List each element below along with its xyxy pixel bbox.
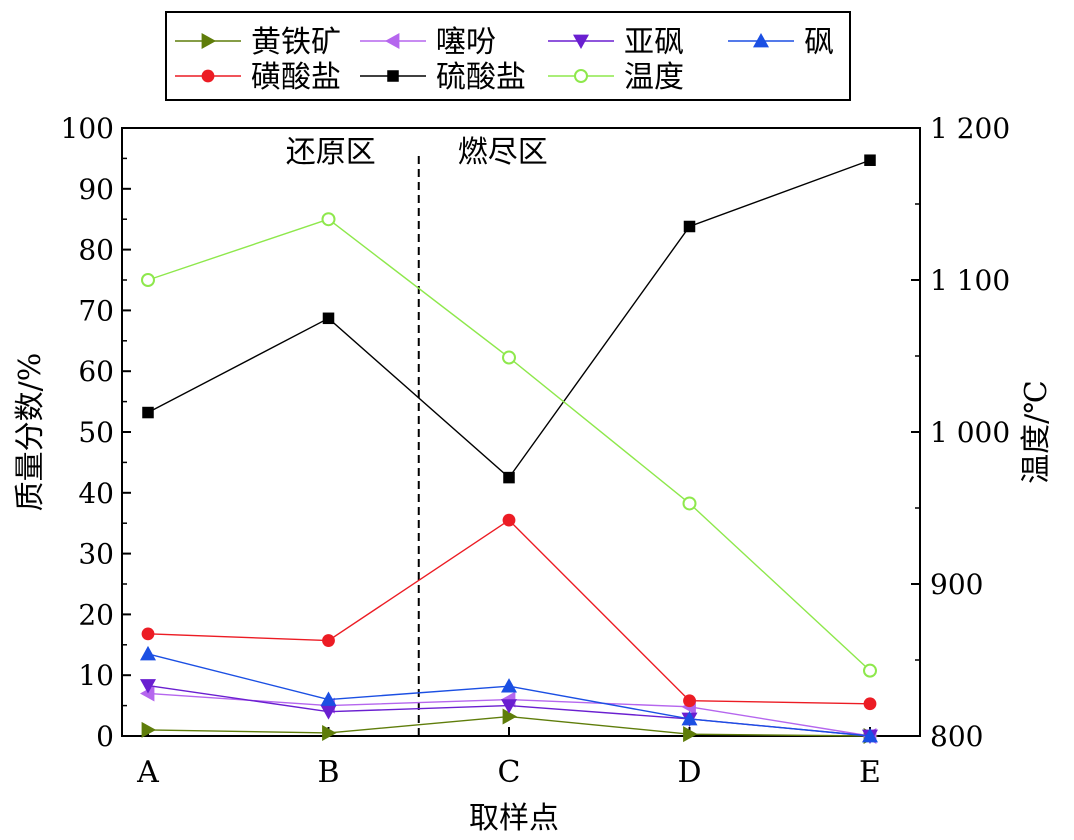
left-y-tick-label: 10 — [78, 659, 114, 692]
right-y-axis: 800 900 1 000 1 100 1 200 — [911, 112, 1010, 753]
right-y-axis-label: 温度/℃ — [1019, 380, 1054, 484]
series-layer — [140, 154, 878, 744]
x-tick-label: A — [136, 755, 159, 790]
series-硫酸盐 — [142, 154, 876, 484]
left-y-axis-label: 质量分数/% — [13, 353, 48, 512]
legend-box — [165, 11, 851, 101]
data-point — [140, 645, 156, 661]
data-point — [683, 726, 698, 743]
right-y-tick-label: 1 100 — [930, 264, 1010, 297]
left-y-tick-label: 50 — [78, 416, 114, 449]
data-point — [503, 471, 515, 484]
left-y-tick-label: 30 — [78, 538, 114, 571]
left-y-tick-label: 100 — [61, 112, 114, 145]
series-温度 — [141, 212, 877, 678]
legend-marker — [385, 33, 400, 49]
left-y-tick-label: 20 — [78, 598, 114, 631]
legend-item: 磺酸盐 — [175, 60, 341, 95]
x-tick-label: C — [498, 755, 521, 790]
legend-label: 黄铁矿 — [251, 25, 341, 60]
plot-area — [121, 127, 921, 737]
data-point — [682, 496, 697, 511]
legend-marker — [201, 33, 216, 49]
region-label-burnout: 燃尽区 — [458, 135, 548, 170]
legend-marker — [753, 33, 769, 48]
left-y-axis: 0 10 20 30 40 50 60 70 80 90 100 — [61, 112, 131, 753]
legend-label: 亚砜 — [624, 25, 684, 60]
data-point — [141, 273, 155, 287]
data-point — [863, 663, 877, 678]
legend-label: 噻吩 — [436, 25, 496, 60]
data-point — [140, 685, 155, 702]
legend-item: 温度 — [548, 60, 684, 95]
legend-item: 噻吩 — [360, 25, 496, 60]
legend-label: 硫酸盐 — [436, 60, 526, 95]
legend-marker — [387, 70, 399, 82]
data-point — [321, 212, 336, 227]
data-point — [320, 691, 337, 706]
series-line — [147, 653, 871, 737]
legend-marker — [573, 34, 589, 49]
data-point — [501, 699, 517, 714]
data-point — [322, 724, 337, 741]
data-point — [862, 728, 878, 743]
data-point — [864, 154, 876, 166]
data-point — [140, 679, 156, 694]
x-tick-label: B — [317, 755, 339, 790]
data-point — [322, 312, 335, 325]
data-point — [320, 705, 337, 720]
right-y-tick-label: 800 — [930, 720, 983, 753]
right-y-tick-label: 900 — [930, 568, 983, 601]
data-point — [142, 406, 154, 419]
data-point — [502, 708, 517, 725]
legend-label: 砜 — [804, 25, 834, 60]
left-y-tick-label: 90 — [78, 173, 114, 206]
data-point — [683, 220, 696, 233]
left-y-tick-label: 60 — [78, 355, 114, 388]
data-point — [502, 350, 516, 365]
series-磺酸盐 — [141, 513, 877, 711]
series-line — [147, 218, 871, 672]
data-point — [502, 513, 516, 527]
legend-label: 温度 — [624, 60, 684, 95]
legend-item: 黄铁矿 — [175, 25, 341, 60]
data-point — [501, 678, 517, 693]
series-砜 — [140, 645, 878, 743]
data-point — [141, 627, 155, 641]
left-y-tick-label: 40 — [78, 477, 114, 510]
left-y-tick-label: 80 — [78, 234, 114, 267]
right-y-tick-label: 1 000 — [930, 416, 1010, 449]
legend-item: 亚砜 — [548, 25, 684, 60]
series-line — [147, 519, 871, 705]
region-label-reduction: 还原区 — [286, 135, 376, 170]
data-point — [141, 721, 156, 738]
data-point — [681, 710, 698, 726]
x-tick-label: E — [859, 755, 881, 790]
left-y-tick-label: 0 — [96, 720, 114, 753]
legend-item: 砜 — [728, 25, 834, 60]
left-y-tick-label: 70 — [78, 294, 114, 327]
legend-marker — [574, 69, 588, 83]
data-point — [683, 694, 696, 708]
legend-marker — [201, 69, 215, 83]
x-tick-label: D — [677, 755, 701, 790]
legend-item: 硫酸盐 — [360, 60, 526, 95]
series-line — [147, 159, 871, 479]
right-y-tick-label: 1 200 — [930, 112, 1010, 145]
data-point — [322, 634, 335, 647]
data-point — [863, 697, 877, 711]
legend-label: 磺酸盐 — [251, 60, 341, 95]
x-axis-label: 取样点 — [469, 801, 559, 836]
